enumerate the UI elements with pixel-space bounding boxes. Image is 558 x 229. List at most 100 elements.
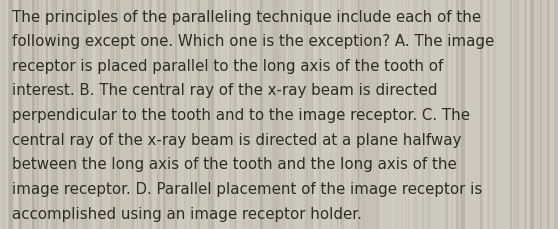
Bar bbox=[264, 0, 265, 229]
Bar bbox=[44, 0, 46, 229]
Bar bbox=[15, 0, 18, 229]
Bar bbox=[51, 0, 54, 229]
Bar bbox=[234, 0, 237, 229]
Bar bbox=[480, 0, 482, 229]
Bar bbox=[211, 0, 214, 229]
Bar bbox=[163, 0, 165, 229]
Bar bbox=[426, 0, 431, 229]
Bar bbox=[308, 0, 311, 229]
Bar bbox=[32, 0, 34, 229]
Bar bbox=[426, 0, 429, 229]
Bar bbox=[137, 0, 138, 229]
Bar bbox=[253, 0, 256, 229]
Bar bbox=[380, 0, 383, 229]
Bar bbox=[161, 0, 182, 229]
Bar bbox=[351, 0, 353, 229]
Bar bbox=[102, 0, 111, 229]
Bar bbox=[509, 0, 512, 229]
Bar bbox=[484, 0, 487, 229]
Bar bbox=[81, 0, 88, 229]
Bar bbox=[112, 0, 114, 229]
Bar bbox=[84, 0, 88, 229]
Bar bbox=[54, 0, 56, 229]
Bar bbox=[175, 0, 177, 229]
Bar bbox=[529, 0, 532, 229]
Bar bbox=[455, 0, 457, 229]
Bar bbox=[23, 0, 24, 229]
Text: between the long axis of the tooth and the long axis of the: between the long axis of the tooth and t… bbox=[12, 157, 457, 172]
Bar bbox=[354, 0, 355, 229]
Bar bbox=[35, 0, 37, 229]
Bar bbox=[76, 0, 78, 229]
Bar bbox=[530, 0, 544, 229]
Text: following except one. Which one is the exception? A. The image: following except one. Which one is the e… bbox=[12, 34, 494, 49]
Bar bbox=[356, 0, 365, 229]
Bar bbox=[210, 0, 213, 229]
Bar bbox=[253, 0, 255, 229]
Bar bbox=[319, 0, 321, 229]
Bar bbox=[260, 0, 261, 229]
Bar bbox=[142, 0, 144, 229]
Text: image receptor. D. Parallel placement of the image receptor is: image receptor. D. Parallel placement of… bbox=[12, 181, 483, 196]
Bar bbox=[547, 0, 549, 229]
Bar bbox=[556, 0, 558, 229]
Bar bbox=[463, 0, 465, 229]
Bar bbox=[236, 0, 239, 229]
Bar bbox=[120, 0, 121, 229]
Bar bbox=[466, 0, 468, 229]
Bar bbox=[208, 0, 210, 229]
Bar bbox=[239, 0, 258, 229]
Bar bbox=[229, 0, 230, 229]
Bar bbox=[493, 0, 496, 229]
Bar bbox=[117, 0, 133, 229]
Bar bbox=[211, 0, 213, 229]
Bar bbox=[320, 0, 321, 229]
Bar bbox=[18, 0, 21, 229]
Bar bbox=[107, 0, 110, 229]
Bar bbox=[357, 0, 359, 229]
Bar bbox=[358, 0, 359, 229]
Bar bbox=[46, 0, 48, 229]
Bar bbox=[227, 0, 228, 229]
Bar bbox=[249, 0, 252, 229]
Bar bbox=[33, 0, 35, 229]
Bar bbox=[157, 0, 160, 229]
Bar bbox=[531, 0, 532, 229]
Bar bbox=[143, 0, 160, 229]
Bar bbox=[130, 0, 151, 229]
Bar bbox=[20, 0, 22, 229]
Bar bbox=[331, 0, 332, 229]
Bar bbox=[95, 0, 110, 229]
Bar bbox=[418, 0, 420, 229]
Bar bbox=[22, 0, 24, 229]
Bar bbox=[93, 0, 95, 229]
Bar bbox=[250, 0, 252, 229]
Bar bbox=[273, 0, 274, 229]
Bar bbox=[480, 0, 482, 229]
Bar bbox=[283, 0, 286, 229]
Text: receptor is placed parallel to the long axis of the tooth of: receptor is placed parallel to the long … bbox=[12, 59, 444, 74]
Bar bbox=[370, 0, 372, 229]
Bar bbox=[392, 0, 393, 229]
Bar bbox=[304, 0, 307, 229]
Bar bbox=[261, 0, 263, 229]
Bar bbox=[93, 0, 113, 229]
Bar bbox=[403, 0, 424, 229]
Bar bbox=[445, 0, 446, 229]
Bar bbox=[110, 0, 112, 229]
Bar bbox=[184, 0, 187, 229]
Bar bbox=[156, 0, 167, 229]
Bar bbox=[18, 0, 21, 229]
Bar bbox=[119, 0, 122, 229]
Bar bbox=[290, 0, 293, 229]
Bar bbox=[246, 0, 257, 229]
Bar bbox=[14, 0, 16, 229]
Text: accomplished using an image receptor holder.: accomplished using an image receptor hol… bbox=[12, 206, 362, 221]
Bar bbox=[417, 0, 421, 229]
Bar bbox=[415, 0, 417, 229]
Bar bbox=[362, 0, 376, 229]
Bar bbox=[198, 0, 200, 229]
Bar bbox=[132, 0, 134, 229]
Bar bbox=[483, 0, 492, 229]
Bar bbox=[219, 0, 220, 229]
